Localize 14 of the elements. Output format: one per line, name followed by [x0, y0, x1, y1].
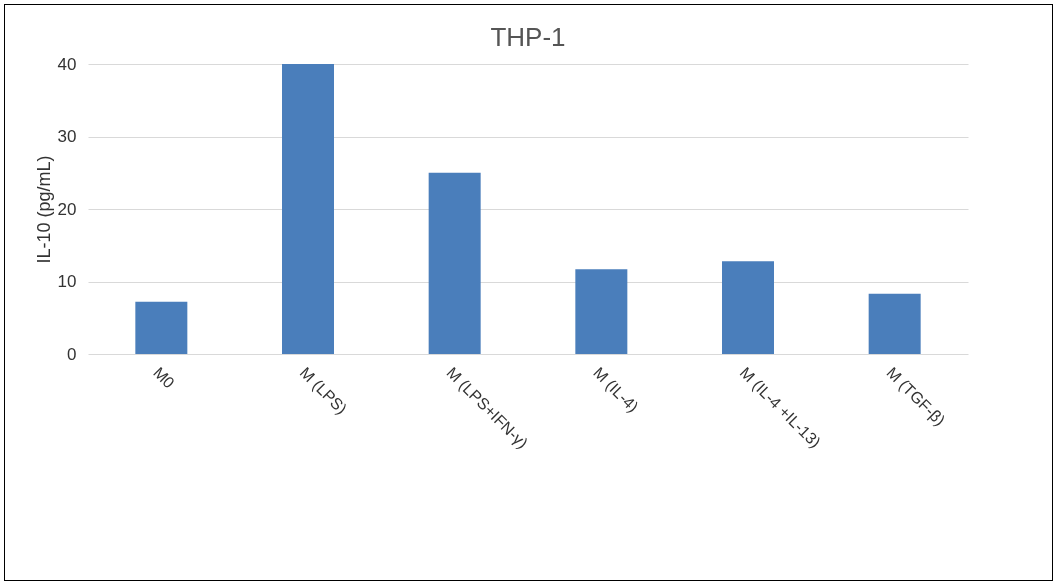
bar: [428, 172, 481, 354]
bar: [722, 261, 774, 354]
bar: [868, 293, 921, 354]
chart-title: THP-1: [490, 22, 566, 52]
y-tick-label: 0: [67, 344, 77, 364]
x-tick-label: M0: [150, 363, 178, 392]
y-tick-label: 10: [57, 272, 77, 291]
y-tick-label: 40: [57, 54, 77, 74]
y-tick-label: 30: [57, 127, 77, 146]
bar: [575, 269, 628, 354]
bar: [135, 301, 188, 354]
y-tick-label: 20: [57, 199, 77, 219]
bar: [282, 64, 334, 354]
y-axis-title: IL-10 (pg/mL): [33, 155, 54, 264]
